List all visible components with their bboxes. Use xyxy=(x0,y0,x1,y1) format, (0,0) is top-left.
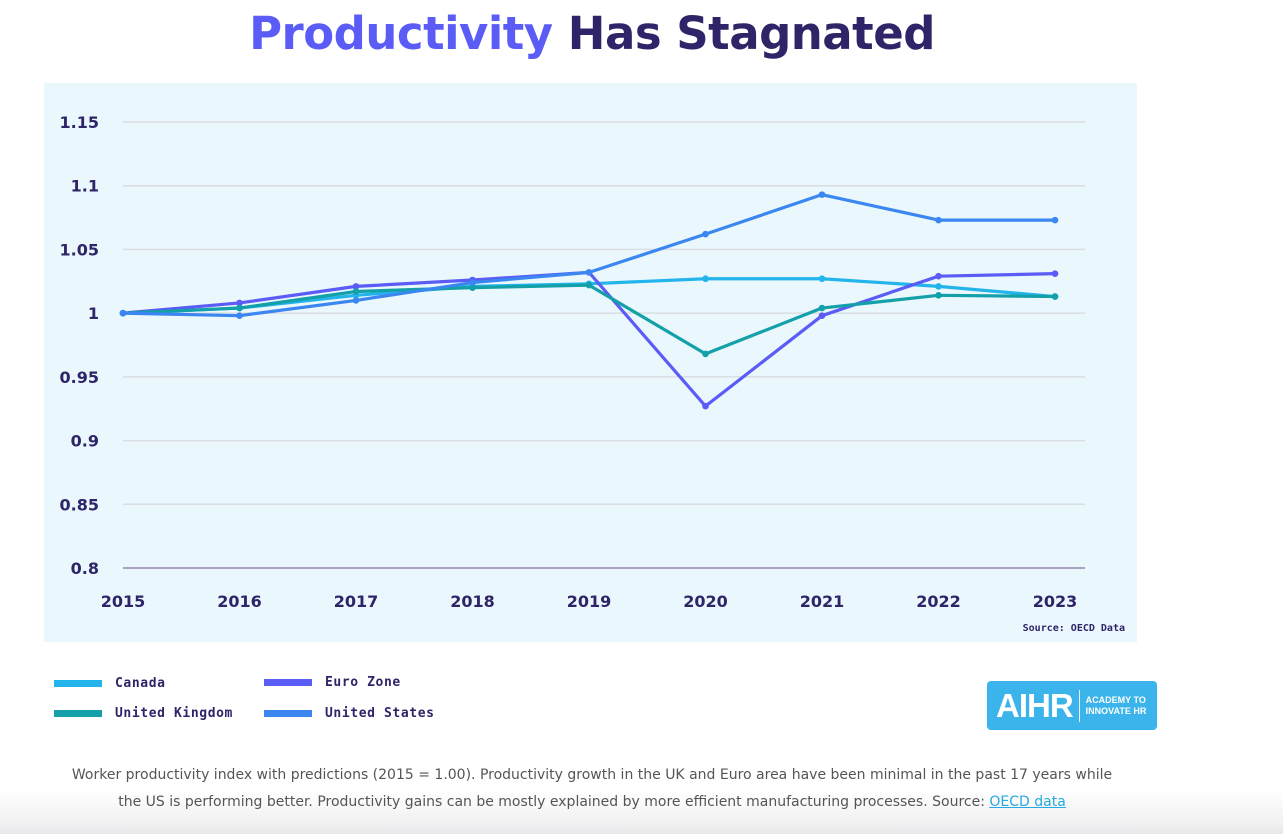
data-point-united-kingdom xyxy=(236,304,243,312)
y-tick-label: 1.05 xyxy=(60,240,99,259)
x-tick-label: 2019 xyxy=(567,592,612,611)
series-united-kingdom xyxy=(119,281,1059,358)
grid-lines xyxy=(123,121,1085,569)
page-title: Productivity Has Stagnated xyxy=(0,4,1184,64)
data-point-united-states xyxy=(469,279,476,286)
legend-label: United States xyxy=(325,706,435,721)
x-tick-label: 2021 xyxy=(800,592,845,611)
data-point-united-kingdom xyxy=(1051,293,1059,300)
legend-item-united-kingdom: United Kingdom xyxy=(54,706,233,721)
title-accent: Productivity xyxy=(249,7,553,60)
y-tick-label: 0.8 xyxy=(71,559,99,578)
data-point-euro-zone xyxy=(352,283,360,290)
x-tick-label: 2020 xyxy=(683,592,728,611)
x-tick-label: 2022 xyxy=(916,592,961,611)
y-tick-label: 1.1 xyxy=(71,177,99,196)
series-united-states xyxy=(119,191,1059,319)
caption-line1: Worker productivity index with predictio… xyxy=(71,767,1113,783)
data-point-euro-zone xyxy=(1051,270,1059,277)
data-point-united-states xyxy=(935,216,942,224)
data-point-united-states xyxy=(352,297,360,304)
aihr-logo: AIHR ACADEMY TO INNOVATE HR xyxy=(987,681,1157,730)
logo-tagline: ACADEMY TO INNOVATE HR xyxy=(1086,695,1147,717)
legend-item-canada: Canada xyxy=(54,676,166,691)
legend-label: Canada xyxy=(115,676,166,691)
title-main: Has Stagnated xyxy=(567,7,936,60)
data-point-united-states xyxy=(585,269,593,276)
caption-line2: the US is performing better. Productivit… xyxy=(118,794,990,810)
x-axis-ticks: 2015 2016 2017 2018 2019 2020 2021 2022 2023 xyxy=(101,592,1078,611)
caption: Worker productivity index with predictio… xyxy=(0,762,1184,816)
legend-item-euro-zone: Euro Zone xyxy=(264,675,401,690)
data-point-united-states xyxy=(818,191,826,198)
data-point-euro-zone xyxy=(935,272,942,280)
legend-swatch-united-kingdom xyxy=(54,710,102,717)
data-point-canada xyxy=(935,283,942,290)
data-point-united-kingdom xyxy=(935,292,942,299)
data-point-canada xyxy=(818,275,826,283)
data-point-united-kingdom xyxy=(469,284,476,291)
logo-tagline-line2: INNOVATE HR xyxy=(1085,705,1147,716)
source-note: Source: OECD Data xyxy=(1022,623,1125,634)
data-point-united-states xyxy=(702,230,709,238)
logo-divider xyxy=(1078,689,1080,722)
logo-wordmark: AIHR xyxy=(996,686,1074,724)
y-tick-label: 0.9 xyxy=(71,432,99,451)
x-tick-label: 2016 xyxy=(217,592,262,611)
data-point-united-states xyxy=(1051,216,1059,224)
data-point-united-kingdom xyxy=(585,281,593,289)
chart-panel: 1.15 1.1 1.05 1 0.95 0.9 0.85 0.8 2015 2016 2017 2… xyxy=(44,83,1137,642)
legend-label: United Kingdom xyxy=(115,706,233,721)
data-point-united-states xyxy=(236,312,243,319)
x-tick-label: 2023 xyxy=(1033,592,1078,611)
logo-tagline-line1: ACADEMY TO xyxy=(1085,694,1146,705)
series-canada xyxy=(119,275,1059,317)
series-lines xyxy=(119,191,1059,410)
oecd-data-link[interactable]: OECD data xyxy=(989,794,1066,810)
line-euro-zone xyxy=(122,270,1056,408)
x-tick-label: 2018 xyxy=(450,592,495,611)
data-point-euro-zone xyxy=(236,299,243,307)
series-euro-zone xyxy=(119,269,1059,410)
y-axis-ticks: 1.15 1.1 1.05 1 0.95 0.9 0.85 0.8 xyxy=(60,113,99,578)
legend-swatch-canada xyxy=(54,680,102,687)
legend-swatch-united-states xyxy=(264,710,312,717)
y-tick-label: 1.15 xyxy=(60,113,99,132)
y-tick-label: 0.95 xyxy=(60,368,99,387)
x-tick-label: 2017 xyxy=(334,592,379,611)
legend-swatch-euro-zone xyxy=(264,679,312,686)
legend-item-united-states: United States xyxy=(264,706,435,721)
data-point-united-kingdom xyxy=(352,288,360,295)
data-point-euro-zone xyxy=(702,402,709,410)
y-tick-label: 0.85 xyxy=(60,495,99,514)
data-point-united-kingdom xyxy=(702,350,709,358)
x-tick-label: 2015 xyxy=(101,592,146,611)
data-point-euro-zone xyxy=(818,312,826,319)
data-point-united-states xyxy=(119,309,127,317)
data-point-canada xyxy=(702,275,709,283)
y-tick-label: 1 xyxy=(88,304,99,323)
line-united-kingdom xyxy=(122,283,1056,356)
legend-label: Euro Zone xyxy=(325,675,401,690)
data-point-united-kingdom xyxy=(818,304,826,312)
